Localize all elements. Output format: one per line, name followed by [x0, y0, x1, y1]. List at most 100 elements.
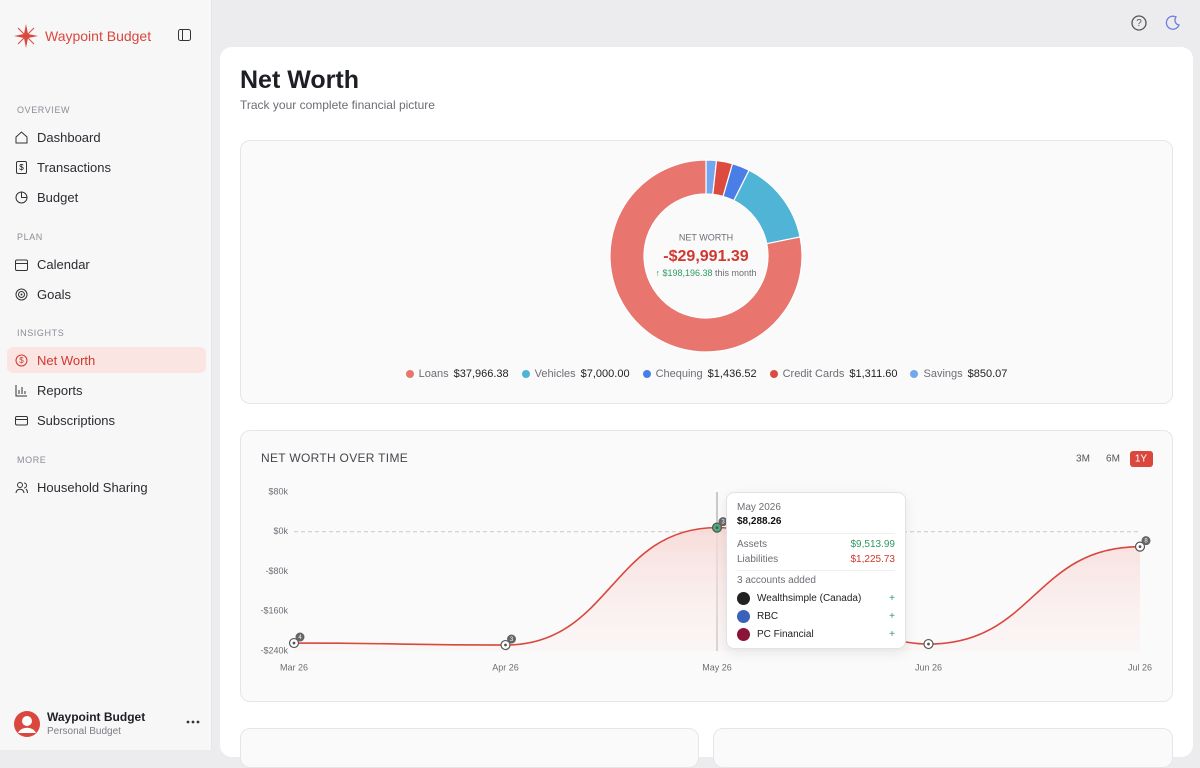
nav-label: Dashboard — [37, 129, 101, 145]
badge — [295, 632, 305, 642]
point — [711, 522, 723, 533]
nav-label: Reports — [37, 382, 83, 398]
legend-swatch — [521, 370, 530, 378]
badge-label: 4 — [298, 635, 302, 641]
donut-slice — [733, 169, 801, 245]
donut-change: ↑ $198,196.38 this month — [655, 268, 756, 278]
avatar — [14, 711, 40, 737]
x-tick-label: Jul 26 — [1128, 662, 1152, 672]
legend-value: $7,000.00 — [580, 368, 630, 380]
change-amount: ↑ $198,196.38 — [655, 268, 712, 278]
legend-item: Savings $850.07 — [910, 368, 1007, 380]
point-dot — [715, 526, 719, 530]
sidebar: Waypoint Budget OVERVIEW Dashboard $ Tran… — [0, 0, 212, 750]
nav-item[interactable]: Dashboard — [7, 124, 206, 150]
svg-text:$: $ — [19, 356, 24, 365]
change-suffix: this month — [715, 268, 757, 278]
logo — [14, 24, 38, 48]
user-menu[interactable] — [186, 720, 200, 724]
y-tick-label: -$160k — [260, 606, 288, 616]
badge-label: 3 — [510, 637, 514, 643]
x-tick-label: May 26 — [702, 662, 732, 672]
legend-label: Savings — [923, 368, 963, 380]
nav-label: Household Sharing — [37, 479, 148, 495]
nav-label: Budget — [37, 189, 79, 205]
liabilities-value: $1,225.73 — [850, 554, 896, 565]
range-button[interactable]: 1Y — [1135, 454, 1148, 465]
legend-label: Credit Cards — [782, 368, 845, 380]
tooltip-date: May 2026 — [737, 502, 781, 513]
nav-item[interactable]: Reports — [7, 377, 206, 403]
section-label: OVERVIEW — [17, 105, 71, 115]
legend-swatch — [769, 370, 778, 378]
y-tick-label: $80k — [268, 486, 288, 496]
y-tick-label: $0k — [273, 526, 288, 536]
badge-label: 8 — [1144, 539, 1148, 545]
user-name: Waypoint Budget — [47, 710, 146, 724]
account-name: PC Financial — [757, 628, 814, 640]
legend-value: $1,311.60 — [849, 368, 898, 380]
collapse-button[interactable] — [178, 29, 191, 41]
legend-item: Loans $37,966.38 — [405, 368, 509, 380]
svg-text:?: ? — [1136, 18, 1142, 29]
nav-item[interactable]: $ Transactions — [7, 154, 206, 180]
line — [293, 526, 1141, 646]
line-title: NET WORTH OVER TIME — [261, 451, 408, 465]
section-label: MORE — [17, 455, 47, 465]
legend: Loans $37,966.38 Vehicles $7,000.00 Chequing… — [240, 368, 1173, 380]
legend-item: Credit Cards $1,311.60 — [769, 368, 898, 380]
tooltip: May 2026 $8,288.26 Assets $9,513.99 Liabi… — [726, 492, 906, 649]
x-tick-label: Mar 26 — [280, 662, 308, 672]
nav-item[interactable]: Calendar — [7, 251, 206, 277]
point — [923, 638, 934, 650]
nav-label: Net Worth — [37, 352, 96, 368]
x-tick-label: Apr 26 — [492, 662, 519, 672]
badge — [1141, 536, 1151, 546]
theme-toggle[interactable] — [1165, 15, 1181, 31]
legend-label: Vehicles — [534, 368, 576, 380]
assets-label: Assets — [737, 539, 768, 550]
legend-value: $37,966.38 — [453, 368, 509, 380]
legend-item: Chequing $1,436.52 — [642, 368, 757, 380]
legend-label: Chequing — [655, 368, 703, 380]
point — [288, 637, 300, 649]
range-button[interactable]: 3M — [1076, 454, 1090, 465]
legend-value: $1,436.52 — [707, 368, 757, 380]
y-tick-label: -$80k — [265, 566, 288, 576]
nav-item[interactable]: $ Net Worth — [7, 347, 206, 373]
badge — [718, 517, 728, 527]
nav-item[interactable]: Subscriptions — [7, 407, 206, 433]
point — [1134, 541, 1146, 552]
nav-label: Goals — [37, 286, 71, 302]
account-name: RBC — [757, 610, 779, 622]
page-subtitle: Track your complete financial picture — [240, 98, 435, 112]
section-label: PLAN — [17, 232, 43, 242]
y-tick-label: -$240k — [260, 645, 288, 655]
account-name: Wealthsimple (Canada) — [757, 592, 862, 604]
legend-value: $850.07 — [967, 368, 1008, 380]
assets-value: $9,513.99 — [850, 539, 896, 550]
legend-swatch — [642, 370, 651, 378]
range-button[interactable]: 6M — [1106, 454, 1120, 465]
brand: Waypoint Budget — [45, 28, 152, 44]
point-dot — [504, 643, 507, 647]
badge-label: 3 — [721, 520, 725, 526]
legend-swatch — [910, 370, 919, 378]
section-label: INSIGHTS — [17, 328, 65, 338]
nav-label: Calendar — [37, 256, 90, 272]
area — [294, 527, 1140, 651]
point-dot — [927, 642, 930, 646]
point — [500, 639, 511, 651]
x-tick-label: Jun 26 — [915, 662, 942, 672]
svg-text:$: $ — [19, 163, 24, 172]
nav-item[interactable]: Budget — [7, 184, 206, 210]
help-button[interactable]: ? — [1131, 15, 1147, 31]
range-active-bg — [1130, 451, 1153, 467]
point-dot — [1138, 545, 1142, 549]
nav-label: Transactions — [37, 159, 111, 175]
nav-item[interactable]: Household Sharing — [7, 474, 206, 500]
legend-swatch — [405, 370, 414, 378]
nav-item[interactable]: Goals — [7, 281, 206, 307]
legend-item: Vehicles $7,000.00 — [521, 368, 630, 380]
